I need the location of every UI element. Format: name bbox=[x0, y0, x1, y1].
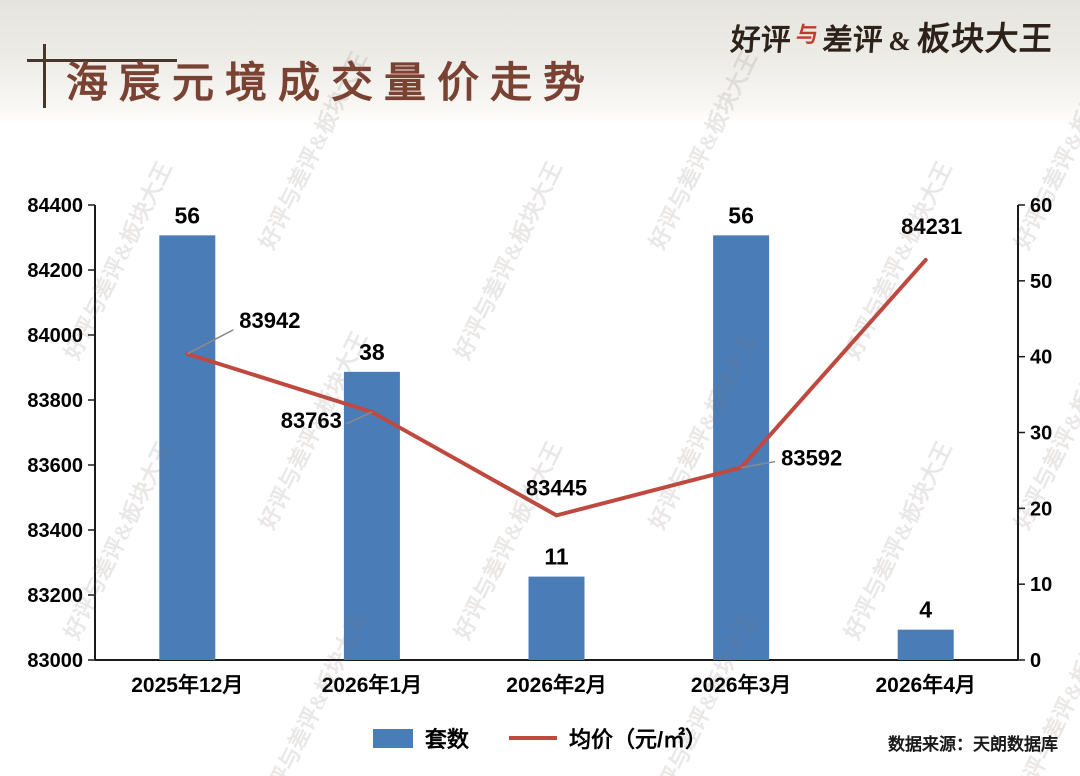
left-axis-label: 83800 bbox=[27, 390, 83, 412]
logo-part-chaping: 差评 bbox=[822, 24, 885, 57]
header-texture-band bbox=[0, 0, 1080, 124]
price-point-label: 83763 bbox=[281, 408, 342, 433]
left-axis-label: 83000 bbox=[27, 650, 83, 672]
left-axis-label: 83200 bbox=[27, 585, 83, 607]
legend-bar-swatch bbox=[372, 728, 413, 748]
combo-chart: 83000 83200 83400 83600 83800 84000 84200 84400… bbox=[27, 195, 1052, 697]
right-axis-label: 0 bbox=[1030, 650, 1041, 672]
right-axis-label: 10 bbox=[1030, 574, 1052, 596]
price-point-label: 83445 bbox=[526, 475, 587, 500]
title-ornament-horizontal bbox=[27, 59, 177, 62]
bar-value-label: 38 bbox=[359, 339, 385, 365]
label-leader-line bbox=[345, 411, 373, 425]
label-leader-line bbox=[740, 460, 776, 469]
right-axis-label: 60 bbox=[1030, 195, 1052, 217]
left-axis-label: 84200 bbox=[27, 260, 83, 282]
bar-value-label: 56 bbox=[175, 202, 201, 228]
bar-2025年12月 bbox=[159, 235, 216, 660]
bar-value-label: 11 bbox=[544, 544, 569, 570]
legend-bar-label: 套数 bbox=[424, 727, 469, 752]
bar-value-label: 56 bbox=[728, 202, 754, 228]
price-point-label: 84231 bbox=[901, 214, 962, 239]
x-axis-label: 2026年1月 bbox=[322, 673, 422, 697]
x-axis-label: 2026年3月 bbox=[691, 673, 791, 697]
bar-2026年4月 bbox=[897, 629, 954, 660]
left-axis-label: 84000 bbox=[27, 325, 83, 347]
bar-value-label: 4 bbox=[919, 597, 932, 623]
right-axis-label: 40 bbox=[1030, 347, 1052, 369]
x-axis-label: 2026年2月 bbox=[506, 673, 606, 697]
left-axis-label: 83400 bbox=[27, 520, 83, 542]
brand-logo: 好评 与 差评 & 板块大王 bbox=[730, 12, 1056, 60]
price-line bbox=[185, 257, 928, 518]
price-point-label: 83592 bbox=[781, 446, 842, 471]
page-title: 海宸元境成交量价走势 bbox=[66, 61, 597, 107]
bar-2026年1月 bbox=[343, 371, 400, 660]
logo-part-yu: 与 bbox=[795, 22, 820, 47]
label-leader-line bbox=[186, 329, 234, 355]
left-axis-label: 84400 bbox=[27, 195, 83, 217]
data-source-label: 数据来源：天朗数据库 bbox=[888, 735, 1058, 754]
x-axis-label: 2026年4月 bbox=[875, 673, 975, 697]
bar-2026年2月 bbox=[528, 576, 585, 660]
x-axis-label: 2025年12月 bbox=[131, 673, 243, 697]
right-axis-label: 20 bbox=[1030, 498, 1052, 520]
title-ornament-vertical bbox=[43, 44, 46, 108]
logo-part-bankuaidawang: 板块大王 bbox=[916, 22, 1055, 58]
right-axis-label: 30 bbox=[1030, 423, 1052, 445]
legend-line-label: 均价（元/㎡） bbox=[568, 727, 708, 752]
chart-legend: 套数 均价（元/㎡） bbox=[0, 722, 1080, 754]
right-axis-label: 50 bbox=[1030, 271, 1052, 293]
logo-part-haoping: 好评 bbox=[730, 24, 793, 57]
price-point-label: 83942 bbox=[239, 308, 300, 333]
logo-part-ampersand: & bbox=[888, 26, 913, 56]
legend-line-swatch bbox=[508, 736, 557, 740]
left-axis-label: 83600 bbox=[27, 455, 83, 477]
